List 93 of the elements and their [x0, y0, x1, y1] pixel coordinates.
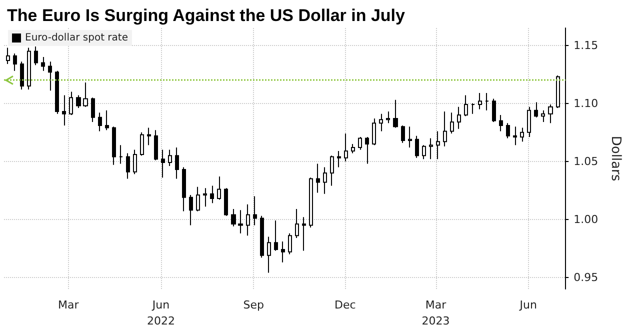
candlestick: [133, 149, 137, 175]
candlestick: [6, 47, 10, 64]
candlestick: [20, 61, 24, 90]
candlestick: [76, 94, 81, 109]
chart-title: The Euro Is Surging Against the US Dollar in July: [7, 6, 406, 25]
candlestick: [457, 106, 461, 130]
candlestick: [203, 188, 207, 208]
candlestick: [34, 46, 38, 66]
candlestick: [520, 127, 524, 142]
candlestick: [281, 240, 285, 263]
x-tick-label: Jun: [518, 298, 537, 312]
y-tick-label: 1.05: [574, 154, 598, 168]
candlestick: [534, 102, 538, 118]
candlestick: [62, 94, 66, 126]
candlestick: [429, 138, 433, 160]
candlestick: [302, 216, 306, 252]
candlestick: [386, 111, 390, 124]
candlestick: [253, 196, 257, 226]
candlestick: [295, 208, 299, 238]
candlestick: [189, 194, 193, 226]
candlestick: [337, 150, 341, 168]
y-axis-title: Dollars: [608, 136, 623, 182]
candlestick: [260, 215, 264, 258]
candlestick: [91, 97, 95, 122]
x-tick-label: Mar: [58, 298, 80, 312]
candlestick: [217, 176, 221, 200]
candlestick: [196, 186, 200, 212]
candlestick: [492, 98, 496, 122]
candlestick: [27, 47, 31, 90]
candlestick: [485, 92, 489, 111]
candlestick: [471, 102, 475, 114]
candlestick: [415, 135, 419, 158]
candlestick: [527, 106, 531, 138]
candlestick: [393, 99, 398, 128]
candlestick: [464, 94, 468, 117]
candlestick: [119, 144, 123, 164]
candlestick: [126, 152, 130, 180]
y-tick-label: 1.15: [574, 38, 598, 52]
candlestick: [224, 188, 228, 216]
candlestick: [175, 146, 179, 180]
candlestick: [161, 149, 165, 178]
candlestick: [316, 163, 320, 194]
legend-label: Euro-dollar spot rate: [25, 32, 128, 44]
candlestick: [372, 118, 376, 146]
candlestick: [478, 92, 482, 110]
y-tick-label: 1.10: [574, 96, 598, 110]
x-tick-label: Jun 2022: [147, 298, 176, 328]
candlestick: [83, 82, 88, 108]
candlestick: [351, 144, 355, 154]
y-tick-label: 0.95: [574, 270, 598, 284]
candlestick: [422, 144, 426, 160]
candlestick: [231, 208, 236, 227]
x-tick-label: Mar 2023: [422, 298, 450, 328]
y-tick-label: 1.00: [574, 212, 598, 226]
candlestick: [112, 126, 116, 166]
candlestick: [55, 70, 59, 114]
x-tick-label: Dec: [334, 298, 356, 312]
candlestick: [499, 114, 503, 132]
candlestick: [548, 104, 553, 124]
candlestick: [267, 236, 271, 274]
candlestick: [69, 91, 73, 116]
candlestick: [105, 110, 109, 131]
candlestick: [443, 111, 447, 147]
candlestick: [344, 133, 348, 162]
candlestick: [210, 185, 214, 204]
candlestick: [365, 136, 369, 164]
candlestick: [541, 110, 545, 122]
candlestick: [401, 124, 405, 144]
candlestick: [450, 112, 454, 134]
candlestick: [13, 53, 17, 72]
candlestick: [168, 149, 172, 167]
candlestick: [238, 210, 243, 234]
candlestick: [98, 112, 102, 132]
candlestick: [154, 130, 158, 161]
candlestick: [41, 56, 45, 72]
candlestick: [379, 113, 383, 132]
candlestick: [309, 177, 313, 228]
candlestick: [436, 130, 440, 160]
candlestick: [358, 136, 362, 150]
candlestick: [506, 122, 510, 139]
x-tick-label: Sep: [243, 298, 264, 312]
candlestick: [323, 166, 327, 194]
candlestick: [513, 126, 517, 146]
candlestick: [48, 61, 52, 92]
candlestick: [274, 220, 278, 252]
candlestick: [147, 127, 151, 146]
candlestick: [288, 232, 292, 255]
candlestick: [140, 132, 144, 156]
candlestick: [408, 126, 412, 148]
candlestick: [182, 166, 186, 212]
candlestick: [330, 155, 334, 186]
candlestick: [246, 204, 250, 236]
candlestick: [556, 75, 560, 109]
